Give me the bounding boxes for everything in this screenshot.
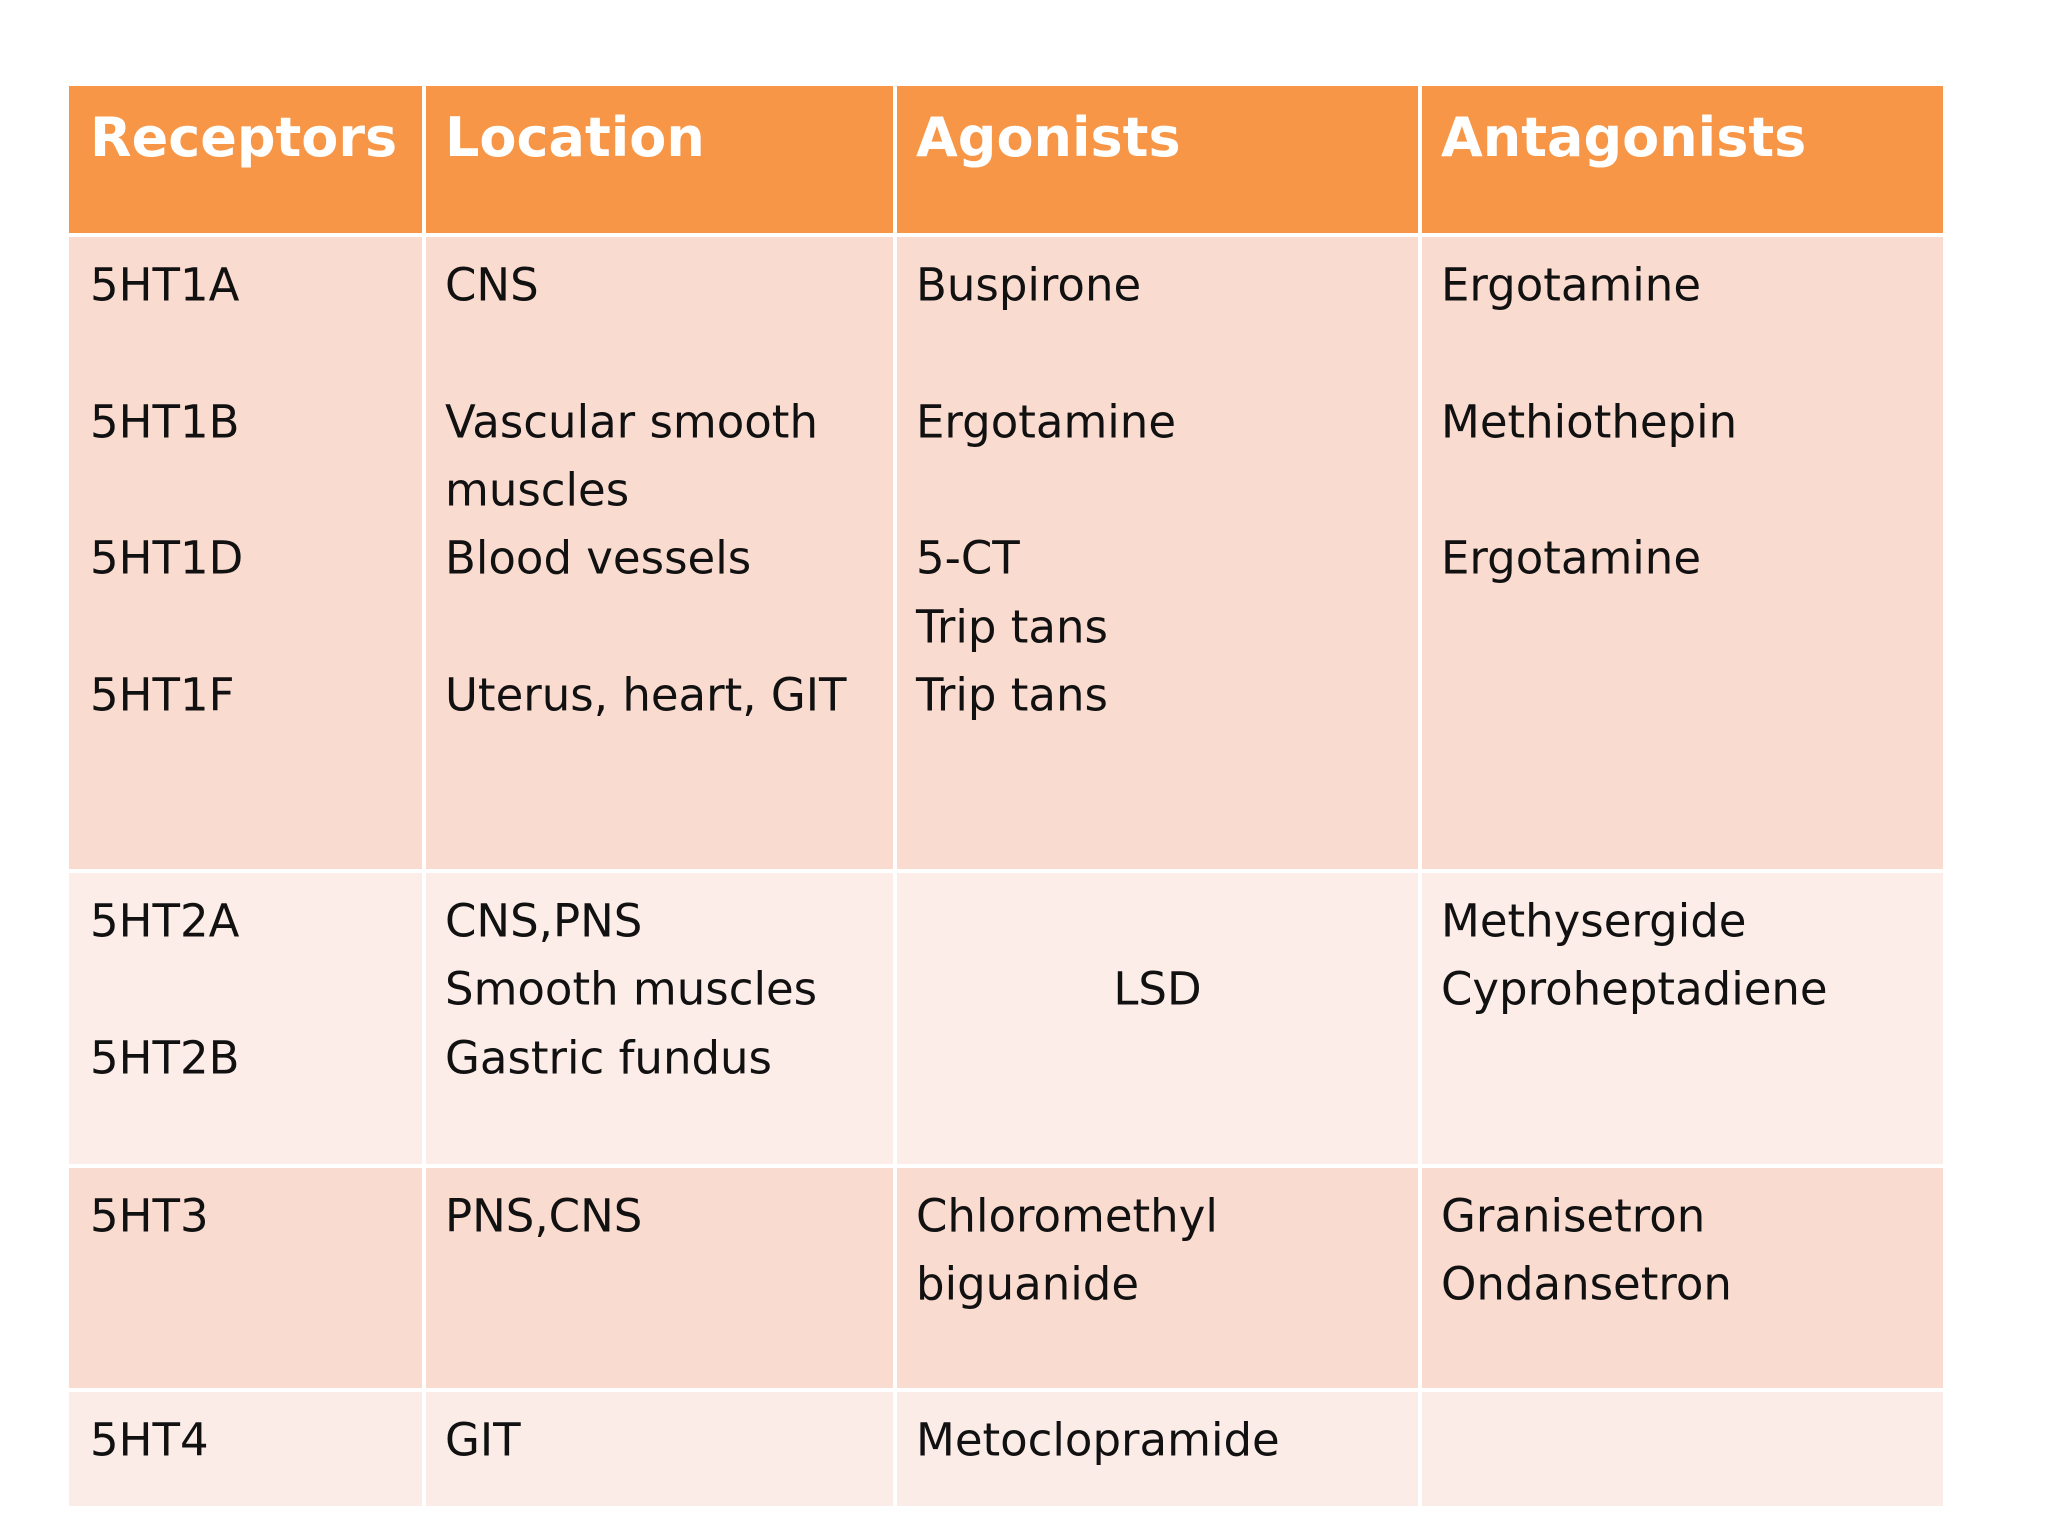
- cell-text: Trip tans: [916, 600, 1108, 653]
- header-cell: [1422, 86, 1943, 233]
- table-cell: [69, 237, 422, 869]
- cell-text: Cyproheptadiene: [1441, 962, 1828, 1016]
- cell-text: 5HT3: [90, 1189, 209, 1243]
- cell-text: Methiothepin: [1441, 395, 1738, 449]
- header-text: Agonists: [916, 106, 1181, 169]
- cell-text: Ergotamine: [916, 395, 1177, 449]
- cell-text: 5HT1D: [90, 531, 244, 585]
- cell-text: Ergotamine: [1441, 531, 1702, 585]
- cell-text: Vascular smooth: [445, 395, 818, 449]
- table-cell: [69, 873, 422, 1164]
- cell-text: 5HT1A: [90, 258, 240, 312]
- table-cell: [426, 1168, 893, 1388]
- cell-text: Trip tans: [916, 668, 1108, 722]
- header-cell: [69, 86, 422, 233]
- table-cell: [1422, 873, 1943, 1164]
- cell-text: Blood vessels: [445, 531, 752, 585]
- table-cell: [897, 1392, 1418, 1506]
- table-cell: [897, 1168, 1418, 1388]
- header-cell: [897, 86, 1418, 233]
- header-text: Location: [445, 106, 705, 169]
- cell-text: CNS,PNS: [445, 894, 643, 948]
- cell-text: Ergotamine: [1441, 258, 1702, 312]
- cell-text: LSD: [1113, 962, 1202, 1016]
- table-cell: [69, 1168, 422, 1388]
- table-cell: [426, 873, 893, 1164]
- header-text: Antagonists: [1441, 106, 1807, 169]
- cell-text: GIT: [445, 1413, 521, 1467]
- cell-text: Methysergide: [1441, 894, 1747, 948]
- header-text: Receptors: [90, 106, 398, 169]
- cell-text: 5HT2B: [90, 1031, 240, 1085]
- cell-text: muscles: [445, 463, 630, 517]
- cell-text: 5HT1B: [90, 395, 240, 449]
- table-cell: [426, 1392, 893, 1506]
- cell-text: CNS: [445, 258, 539, 312]
- cell-text: Chloromethyl: [916, 1189, 1218, 1243]
- table-cell: [426, 237, 893, 869]
- cell-text: Buspirone: [916, 258, 1142, 312]
- table-cell: [897, 237, 1418, 869]
- cell-text: Ondansetron: [1441, 1257, 1732, 1311]
- cell-text: PNS,CNS: [445, 1189, 643, 1243]
- table-cell: [1422, 1392, 1943, 1506]
- cell-text: Granisetron: [1441, 1189, 1706, 1243]
- cell-text: Metoclopramide: [916, 1413, 1280, 1467]
- cell-text: Gastric fundus: [445, 1031, 772, 1085]
- cell-text: 5HT2A: [90, 894, 240, 948]
- table-cell: [897, 873, 1418, 1164]
- header-cell: [426, 86, 893, 233]
- cell-text: 5HT1F: [90, 668, 235, 722]
- cell-text: 5HT4: [90, 1413, 209, 1467]
- cell-text: Uterus, heart, GIT: [445, 668, 847, 722]
- cell-text: Smooth muscles: [445, 962, 818, 1016]
- table-cell: [1422, 1168, 1943, 1388]
- cell-text: 5-CT: [916, 531, 1020, 585]
- table-cell: [1422, 237, 1943, 869]
- cell-text: biguanide: [916, 1257, 1140, 1311]
- table-cell: [69, 1392, 422, 1506]
